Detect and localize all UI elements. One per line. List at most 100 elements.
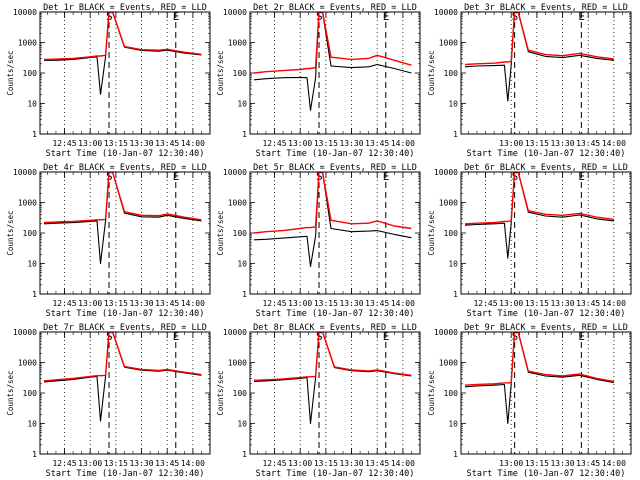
plot-frame (460, 171, 632, 295)
series-line-events (464, 332, 615, 425)
plot-frame (460, 331, 632, 455)
x-axis-label: Start Time (10-Jan-07 12:30:40) (467, 469, 626, 479)
y-tick-label: 10000 (13, 168, 37, 177)
chart-title: Det 9r BLACK = Events, RED = LLD (464, 323, 628, 333)
y-tick-label: 1 (32, 130, 37, 139)
y-tick-label: 10000 (434, 328, 458, 337)
x-tick-label: 14:00 (391, 139, 415, 148)
y-tick-label: 1000 (18, 39, 37, 48)
x-tick-label: 14:00 (602, 299, 626, 308)
series-line-events (43, 332, 202, 422)
y-tick-label: 10 (448, 260, 458, 269)
x-tick-label: 13:30 (129, 139, 153, 148)
y-tick-label: 10000 (223, 168, 247, 177)
x-tick-label: 13:15 (104, 299, 128, 308)
plot-frame (249, 11, 421, 135)
x-tick-label: 13:00 (499, 139, 523, 148)
x-tick-label: 13:45 (155, 459, 179, 468)
y-axis-label: Counts/sec (427, 370, 436, 415)
x-tick-label: 13:00 (78, 299, 102, 308)
x-tick-label: 12:45 (473, 299, 497, 308)
x-tick-label: 13:30 (550, 459, 574, 468)
series-line-lld (253, 12, 412, 74)
marker-label: S (106, 10, 113, 23)
x-tick-label: 14:00 (391, 459, 415, 468)
y-tick-label: 100 (23, 389, 38, 398)
y-tick-label: 100 (233, 389, 248, 398)
plot-frame (39, 331, 211, 455)
y-axis-label: Counts/sec (6, 50, 15, 95)
marker-label: E (383, 170, 390, 183)
y-tick-label: 1000 (439, 39, 458, 48)
x-axis-label: Start Time (10-Jan-07 12:30:40) (46, 149, 205, 159)
x-tick-label: 14:00 (181, 459, 205, 468)
series-line-lld (43, 332, 202, 382)
y-tick-label: 1000 (18, 359, 37, 368)
chart-title: Det 3r BLACK = Events, RED = LLD (464, 3, 628, 13)
y-tick-label: 10 (27, 260, 37, 269)
x-tick-label: 13:15 (314, 299, 338, 308)
y-tick-label: 10 (448, 420, 458, 429)
x-tick-label: 13:00 (499, 299, 523, 308)
x-axis-label: Start Time (10-Jan-07 12:30:40) (467, 309, 626, 319)
series-line-events (44, 12, 202, 95)
x-tick-label: 13:45 (576, 139, 600, 148)
marker-label: E (173, 330, 180, 343)
x-tick-label: 13:30 (339, 459, 363, 468)
plot-frame (39, 11, 211, 135)
x-tick-label: 14:00 (181, 139, 205, 148)
y-tick-label: 100 (23, 69, 38, 78)
series-line-lld (253, 172, 412, 234)
x-tick-label: 14:00 (602, 459, 626, 468)
x-tick-label: 13:30 (129, 459, 153, 468)
y-tick-label: 1000 (228, 39, 247, 48)
y-tick-label: 10 (448, 100, 458, 109)
marker-label: E (383, 330, 390, 343)
y-tick-label: 10 (237, 100, 247, 109)
y-tick-label: 100 (444, 69, 459, 78)
x-tick-label: 13:15 (104, 459, 128, 468)
x-tick-label: 13:15 (314, 139, 338, 148)
x-axis-label: Start Time (10-Jan-07 12:30:40) (256, 469, 415, 479)
y-tick-label: 1 (242, 130, 247, 139)
series-line-events (464, 12, 614, 102)
y-tick-label: 1 (242, 450, 247, 459)
x-tick-label: 13:45 (155, 139, 179, 148)
marker-label: E (383, 10, 390, 23)
chart-title: Det 1r BLACK = Events, RED = LLD (43, 3, 207, 13)
x-tick-label: 13:45 (365, 139, 389, 148)
chart-title: Det 7r BLACK = Events, RED = LLD (43, 323, 207, 333)
marker-label: S (316, 330, 323, 343)
x-tick-label: 12:45 (52, 139, 76, 148)
y-tick-label: 1 (453, 450, 458, 459)
x-axis-label: Start Time (10-Jan-07 12:30:40) (256, 309, 415, 319)
x-tick-label: 13:00 (288, 459, 312, 468)
y-tick-label: 1000 (228, 359, 247, 368)
x-tick-label: 13:45 (365, 299, 389, 308)
marker-label: E (578, 170, 585, 183)
x-tick-label: 14:00 (602, 139, 626, 148)
y-tick-label: 10 (237, 260, 247, 269)
chart-title: Det 4r BLACK = Events, RED = LLD (43, 163, 207, 173)
series-line-events (464, 172, 614, 259)
plot-frame (460, 11, 632, 135)
y-tick-label: 1 (453, 290, 458, 299)
y-tick-label: 1000 (439, 359, 458, 368)
y-tick-label: 10 (27, 100, 37, 109)
x-tick-label: 12:45 (262, 299, 286, 308)
plot-frame (249, 171, 421, 295)
chart-title: Det 6r BLACK = Events, RED = LLD (464, 163, 628, 173)
marker-label: E (578, 330, 585, 343)
x-tick-label: 13:30 (550, 299, 574, 308)
x-tick-label: 12:45 (52, 299, 76, 308)
x-tick-label: 13:00 (78, 459, 102, 468)
y-tick-label: 100 (23, 229, 38, 238)
y-axis-label: Counts/sec (427, 50, 436, 95)
